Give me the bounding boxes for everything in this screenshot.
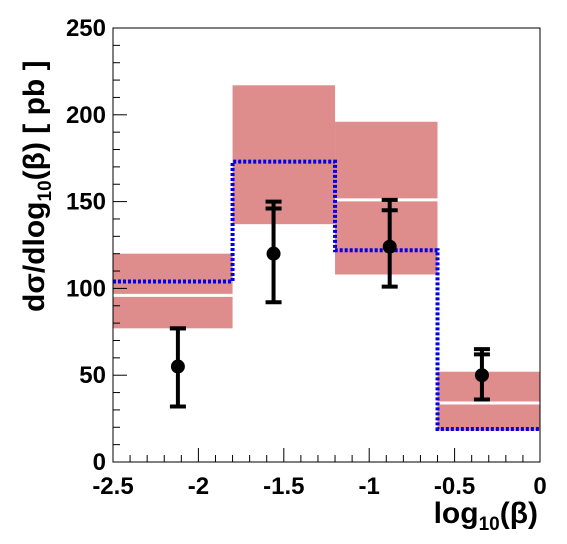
x-tick-label: -1.5	[263, 473, 304, 500]
x-tick-label: -0.5	[434, 473, 475, 500]
uncertainty-bands	[113, 85, 540, 431]
data-points	[170, 239, 489, 383]
y-tick-label: 100	[66, 275, 106, 302]
y-tick-label: 200	[66, 102, 106, 129]
x-tick-label: -2.5	[92, 473, 133, 500]
y-axis-ticks: 0 50 100 150 200 250	[66, 15, 127, 476]
y-tick-label: 50	[79, 362, 106, 389]
x-axis-label: log10(β)	[434, 497, 538, 535]
x-axis-ticks: -2.5 -2 -1.5 -1 -0.5 0	[92, 448, 547, 500]
x-tick-label: -1	[359, 473, 380, 500]
data-point-bin-1	[170, 359, 185, 374]
plot-frame	[112, 27, 541, 463]
y-tick-label: 150	[66, 189, 106, 216]
x-tick-label: -2	[188, 473, 209, 500]
y-axis-label-subscript: 10	[35, 180, 56, 201]
y-axis-label-prefix: dσ/dlog	[18, 202, 51, 313]
y-axis-label: dσ/dlog10(β) [ pb ]	[18, 60, 56, 312]
x-axis-label-suffix: (β)	[500, 497, 538, 530]
x-axis-label-prefix: log	[434, 497, 479, 530]
band-bin-1	[113, 253, 233, 329]
prediction-step-line	[113, 159, 540, 432]
y-axis-label-suffix: (β) [ pb ]	[18, 60, 51, 180]
x-axis-label-subscript: 10	[479, 514, 500, 535]
data-point-bin-3	[382, 239, 397, 254]
y-tick-label: 250	[66, 15, 106, 42]
data-point-bin-2	[266, 246, 281, 261]
x-tick-label: 0	[533, 473, 546, 500]
band-bin-2	[232, 85, 336, 225]
y-tick-label: 0	[93, 449, 106, 476]
data-point-bin-4	[474, 368, 489, 383]
